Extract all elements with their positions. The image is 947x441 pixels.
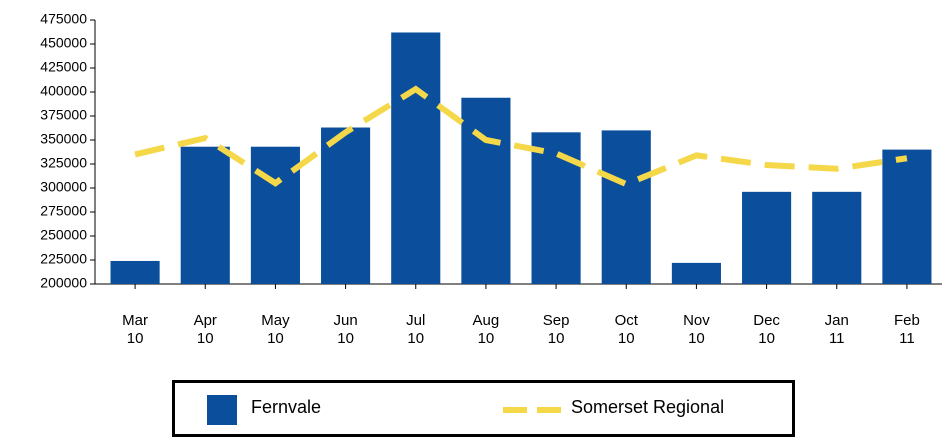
bar (180, 146, 230, 284)
bar (391, 32, 441, 285)
x-tick-label: Apr 10 (193, 312, 217, 347)
y-tick-label: 250000 (40, 227, 87, 243)
y-tick-label: 375000 (40, 107, 87, 123)
y-tick-label: 200000 (40, 275, 87, 291)
bar (321, 127, 371, 285)
x-tick-label: Jun 10 (333, 312, 358, 347)
bar (671, 262, 721, 284)
legend: Fernvale Somerset Regional (172, 380, 795, 437)
y-tick-label: 325000 (40, 155, 87, 171)
x-tick-label: Nov 10 (683, 312, 710, 347)
y-tick-label: 225000 (40, 251, 87, 267)
y-tick-label: 300000 (40, 179, 87, 195)
bar (531, 132, 581, 284)
legend-swatch (207, 395, 237, 425)
x-tick-label: Aug 10 (472, 312, 500, 347)
x-tick-label: May 10 (261, 312, 290, 347)
x-tick-label: Mar 10 (122, 312, 148, 347)
x-tick-label: Sep 10 (542, 312, 570, 347)
bar (742, 191, 792, 284)
line (134, 85, 908, 188)
bar (812, 191, 862, 284)
y-tick-label: 425000 (40, 59, 87, 75)
legend-label: Somerset Regional (571, 397, 725, 417)
legend-line (503, 407, 563, 413)
bar (882, 149, 932, 284)
x-tick-label: Jul 10 (406, 312, 426, 347)
legend-label: Fernvale (251, 397, 322, 417)
x-tick-label: Oct 10 (614, 312, 638, 347)
y-tick-label: 350000 (40, 131, 87, 147)
bar (601, 130, 651, 284)
bar (461, 97, 511, 284)
y-tick-label: 275000 (40, 203, 87, 219)
y-tick-label: 475000 (40, 11, 87, 27)
bar (110, 260, 160, 284)
x-tick-label: Feb 11 (893, 312, 920, 347)
y-tick-label: 450000 (40, 35, 87, 51)
y-tick-label: 400000 (40, 83, 87, 99)
x-tick-label: Dec 10 (753, 312, 780, 347)
x-tick-label: Jan 11 (824, 312, 849, 347)
